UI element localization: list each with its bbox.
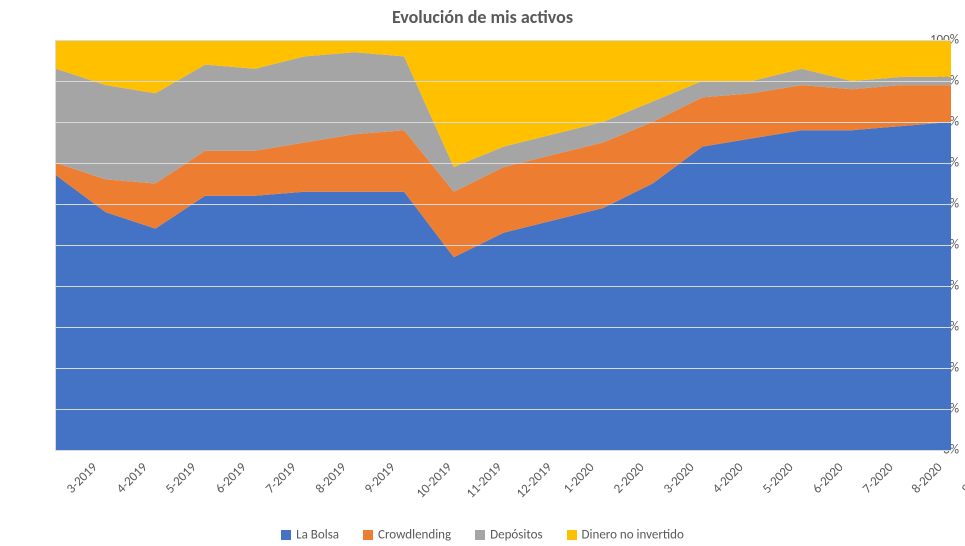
gridline <box>56 368 951 369</box>
gridline <box>56 327 951 328</box>
legend-swatch <box>567 530 577 540</box>
x-tick-label: 5-2019 <box>163 460 200 497</box>
x-tick-label: 6-2019 <box>213 460 250 497</box>
x-tick-label: 4-2019 <box>114 460 151 497</box>
x-tick-label: 12-2019 <box>513 460 554 501</box>
gridline <box>56 122 951 123</box>
chart-title: Evolución de mis activos <box>0 6 965 28</box>
x-tick-label: 9-2019 <box>362 460 399 497</box>
x-tick-label: 10-2019 <box>414 460 455 501</box>
x-tick-label: 2-2020 <box>611 460 648 497</box>
x-tick-label: 1-2020 <box>561 460 598 497</box>
legend-label: Crowdlending <box>378 527 451 542</box>
x-tick-label: 11-2019 <box>464 460 505 501</box>
gridline <box>56 81 951 82</box>
gridline <box>56 40 951 41</box>
gridline <box>56 204 951 205</box>
legend-label: Depósitos <box>490 527 542 542</box>
x-tick-label: 3-2020 <box>660 460 697 497</box>
gridline <box>56 409 951 410</box>
stacked-area-chart: Evolución de mis activos 0%10%20%30%40%5… <box>0 0 965 546</box>
x-tick-label: 3-2019 <box>64 460 101 497</box>
legend-label: Dinero no invertido <box>582 527 684 542</box>
gridline <box>56 163 951 164</box>
legend-item: Dinero no invertido <box>567 527 684 542</box>
legend: La Bolsa Crowdlending Depósitos Dinero no i… <box>0 527 965 542</box>
x-tick-label: 7-2019 <box>263 460 300 497</box>
legend-item: La Bolsa <box>281 527 339 542</box>
legend-item: Depósitos <box>475 527 542 542</box>
x-tick-label: 8-2019 <box>312 460 349 497</box>
x-tick-label: 5-2020 <box>760 460 797 497</box>
x-tick-label: 8-2020 <box>909 460 946 497</box>
legend-label: La Bolsa <box>296 527 339 542</box>
x-tick-label: 9-2020 <box>959 460 965 497</box>
legend-swatch <box>475 530 485 540</box>
gridline <box>56 286 951 287</box>
x-tick-label: 7-2020 <box>859 460 896 497</box>
legend-swatch <box>281 530 291 540</box>
x-tick-label: 4-2020 <box>710 460 747 497</box>
gridline <box>56 245 951 246</box>
legend-swatch <box>363 530 373 540</box>
plot-area <box>55 40 951 451</box>
legend-item: Crowdlending <box>363 527 451 542</box>
x-tick-label: 6-2020 <box>810 460 847 497</box>
